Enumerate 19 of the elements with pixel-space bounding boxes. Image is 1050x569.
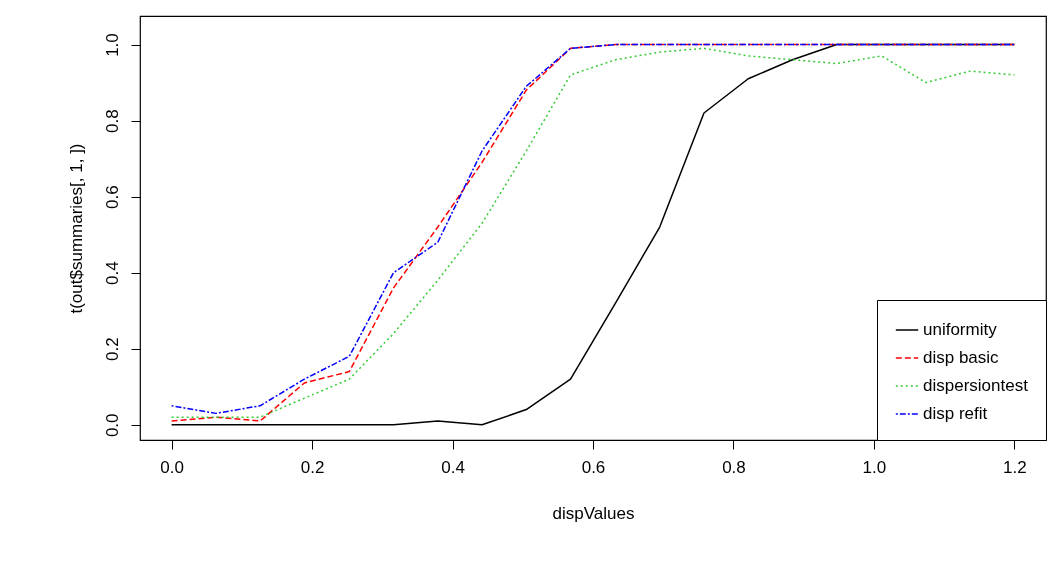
x-axis-title: dispValues: [552, 503, 635, 523]
x-tick-label: 0.2: [300, 457, 325, 477]
legend-label: disp basic: [923, 348, 1000, 367]
x-tick-label: 0.8: [722, 457, 746, 477]
y-tick-label: 0.2: [102, 337, 122, 362]
x-tick-label: 0.0: [160, 457, 184, 477]
x-tick-label: 1.0: [862, 457, 887, 477]
legend-label: uniformity: [923, 320, 998, 339]
y-tick-label: 1.0: [102, 33, 122, 57]
y-axis-title: t(out$summaries[, 1, ]): [66, 143, 86, 314]
y-tick-label: 0.6: [102, 185, 122, 209]
y-tick-label: 0.0: [102, 413, 122, 438]
y-tick-label: 0.8: [102, 109, 122, 133]
x-tick-label: 1.2: [1003, 457, 1027, 477]
y-tick-label: 0.4: [102, 261, 122, 285]
x-tick-label: 0.6: [581, 457, 606, 477]
legend-label: dispersiontest: [923, 376, 1029, 395]
x-tick-label: 0.4: [441, 457, 465, 477]
legend-label: disp refit: [923, 404, 988, 423]
